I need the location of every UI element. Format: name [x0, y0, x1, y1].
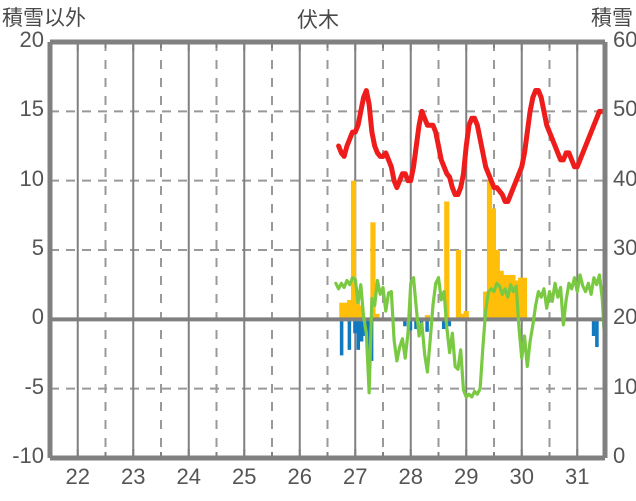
blue-bar	[366, 319, 371, 353]
blue-bar	[403, 319, 407, 327]
snow-depth-line	[336, 88, 605, 204]
precipitation-bar	[502, 274, 508, 320]
blue-bar	[359, 319, 364, 342]
precipitation-bar	[490, 208, 497, 320]
precipitation-bar	[424, 315, 430, 320]
snow-depth-polyline	[336, 88, 605, 204]
right-axis-tick-label: 20	[613, 304, 636, 330]
blue-bar	[347, 319, 352, 350]
blue-bars	[339, 319, 599, 361]
left-axis-tick-label: 15	[19, 96, 44, 122]
x-axis-tick-label: 30	[509, 464, 534, 489]
left-axis-tick-label: 5	[31, 235, 44, 260]
precipitation-bar	[455, 250, 462, 320]
x-axis-tick-label: 29	[454, 464, 479, 489]
blue-bar	[408, 319, 413, 331]
x-axis-tick-label: 23	[121, 464, 146, 489]
right-axis-tick-label: 60	[613, 27, 636, 52]
right-axis-tick-label: 10	[613, 373, 636, 399]
left-axis-tick-label: -5	[24, 373, 44, 399]
precipitation-bar	[339, 302, 345, 320]
blue-bar	[441, 319, 446, 330]
x-axis-tick-label: 28	[398, 464, 423, 489]
x-axis-tick-label: 27	[343, 464, 368, 489]
precipitation-bar	[358, 305, 364, 320]
page-title: 伏木	[297, 9, 339, 32]
left-axis-tick-label: 10	[19, 165, 44, 191]
axis-ticks	[76, 42, 606, 458]
precipitation-bar	[510, 274, 516, 320]
precipitation-bar	[444, 201, 450, 320]
right-axis-title: 積雪	[591, 7, 633, 30]
grid-lines	[50, 42, 605, 458]
precipitation-bar	[347, 299, 353, 320]
blue-bar	[447, 319, 452, 327]
x-axis-tick-label: 26	[287, 464, 312, 489]
blue-bar	[425, 319, 429, 332]
precipitation-bar	[350, 180, 357, 320]
temperature-polyline	[334, 273, 607, 399]
precipitation-bar	[343, 302, 349, 320]
precipitation-bar	[374, 313, 380, 320]
right-axis-tick-label: 50	[613, 96, 636, 122]
blue-bar	[339, 319, 344, 356]
blue-bar	[353, 319, 357, 334]
precipitation-bar	[518, 277, 524, 320]
precipitation-bar	[521, 277, 528, 320]
left-axis-tick-label: 20	[19, 27, 44, 52]
right-axis-tick-label: 0	[613, 443, 626, 468]
left-axis-tick-label: -10	[12, 443, 44, 468]
temperature-line	[334, 273, 607, 399]
precipitation-bar	[486, 180, 493, 320]
right-axis-tick-label: 40	[613, 165, 636, 191]
precipitation-bar	[354, 302, 361, 320]
precipitation-bar	[459, 313, 465, 320]
left-axis-tick-label: 0	[31, 304, 44, 330]
x-axis-tick-label: 22	[65, 464, 90, 489]
x-axis-tick-label: 24	[176, 464, 201, 489]
blue-bar	[595, 319, 599, 348]
right-axis-tick-label: 30	[613, 235, 636, 260]
precipitation-bar	[370, 222, 376, 320]
blue-bar	[591, 319, 596, 336]
blue-bar	[356, 319, 361, 350]
x-axis-tick-label: 25	[232, 464, 257, 489]
precipitation-bar	[463, 311, 469, 320]
left-axis-title: 積雪以外	[2, 7, 86, 30]
x-axis-tick-label: 31	[565, 464, 590, 489]
blue-bar	[414, 319, 418, 330]
